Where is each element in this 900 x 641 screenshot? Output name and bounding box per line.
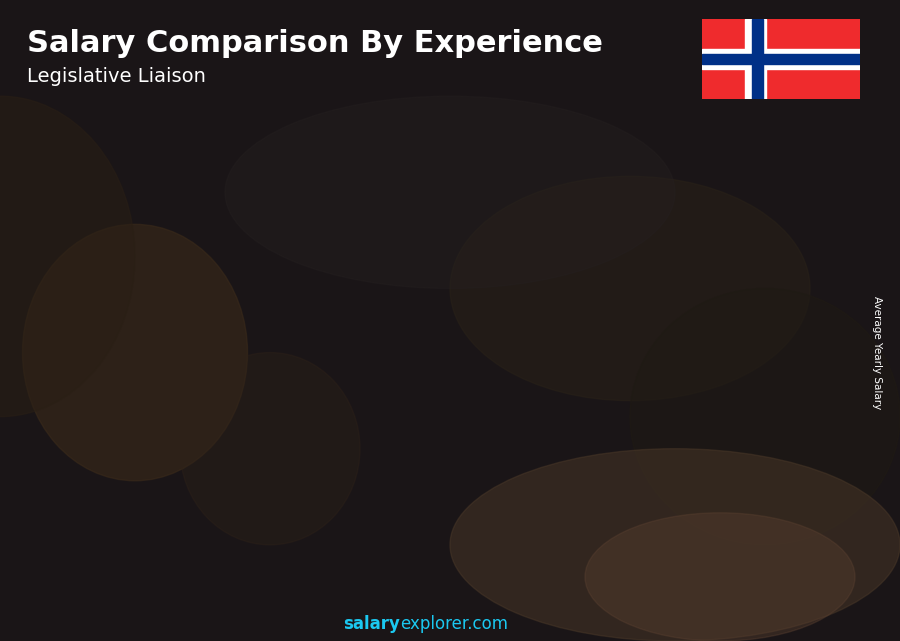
Polygon shape [258,403,267,564]
Polygon shape [125,443,135,564]
Bar [57,447,125,564]
Ellipse shape [225,96,675,288]
Polygon shape [391,325,401,564]
Polygon shape [789,220,798,564]
Text: Salary Comparison By Experience: Salary Comparison By Experience [27,29,603,58]
Bar [752,19,763,99]
Ellipse shape [450,176,810,401]
Ellipse shape [630,288,900,545]
Text: +48%: +48% [261,251,320,269]
Text: Legislative Liaison: Legislative Liaison [27,67,206,87]
Text: 700,000 NOK: 700,000 NOK [406,303,493,316]
Polygon shape [656,246,666,564]
Polygon shape [454,272,533,282]
FancyBboxPatch shape [700,18,861,101]
Bar [588,256,656,564]
Text: explorer.com: explorer.com [400,615,508,633]
Text: 763,000 NOK: 763,000 NOK [572,259,659,272]
Polygon shape [720,220,798,231]
Text: Average Yearly Salary: Average Yearly Salary [872,296,883,409]
Text: salary: salary [344,615,400,633]
Bar [720,231,789,564]
Polygon shape [588,246,666,256]
Bar [322,333,391,564]
Polygon shape [57,443,135,447]
Text: +8%: +8% [665,149,711,167]
Polygon shape [189,403,267,408]
Ellipse shape [22,224,248,481]
Text: +34%: +34% [129,326,186,344]
Bar [454,282,524,564]
Text: 826,000 NOK: 826,000 NOK [724,235,812,248]
Polygon shape [322,325,400,333]
Bar [189,408,258,564]
Bar [702,54,860,64]
Text: 388,000 NOK: 388,000 NOK [174,392,261,404]
Bar [702,49,860,69]
Ellipse shape [180,353,360,545]
Bar [745,19,767,99]
Text: 574,000 NOK: 574,000 NOK [273,336,361,349]
Ellipse shape [585,513,855,641]
Ellipse shape [0,96,135,417]
Polygon shape [524,272,533,564]
Text: +22%: +22% [394,200,452,218]
Ellipse shape [450,449,900,641]
Text: +9%: +9% [533,174,579,192]
Text: 291,000 NOK: 291,000 NOK [1,455,88,468]
